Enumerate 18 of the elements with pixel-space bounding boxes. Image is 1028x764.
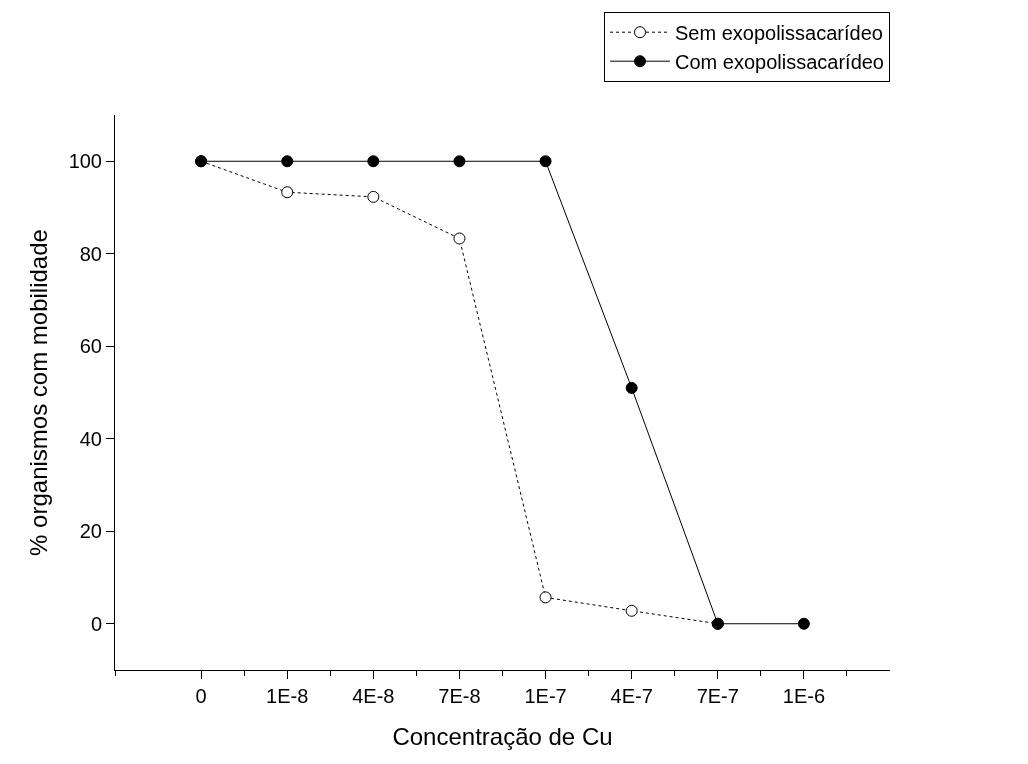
legend-label: Sem exopolissacarídeo	[675, 22, 883, 44]
x-tick-label: 1E-8	[266, 685, 309, 707]
x-tick-label: 7E-7	[696, 685, 739, 707]
y-tick-label: 20	[79, 520, 102, 543]
x-tick-label: 0	[195, 685, 207, 707]
y-tick-label: 40	[79, 427, 102, 450]
x-tick-label: 1E-6	[782, 685, 826, 707]
legend-label: Com exopolissacarídeo	[675, 51, 884, 73]
y-tick-label: 100	[68, 150, 102, 173]
y-axis-title: % organismos com mobilidade	[24, 229, 52, 556]
x-axis-title: Concentração de Cu	[392, 723, 613, 751]
x-tick-label: 4E-7	[610, 685, 653, 707]
y-tick-label: 80	[79, 242, 102, 265]
x-tick-label: 7E-8	[438, 685, 481, 707]
x-tick-label: 4E-8	[352, 685, 395, 707]
x-tick-label: 1E-7	[524, 685, 567, 707]
y-tick-label: 0	[90, 612, 102, 635]
y-tick-label: 60	[79, 335, 102, 358]
